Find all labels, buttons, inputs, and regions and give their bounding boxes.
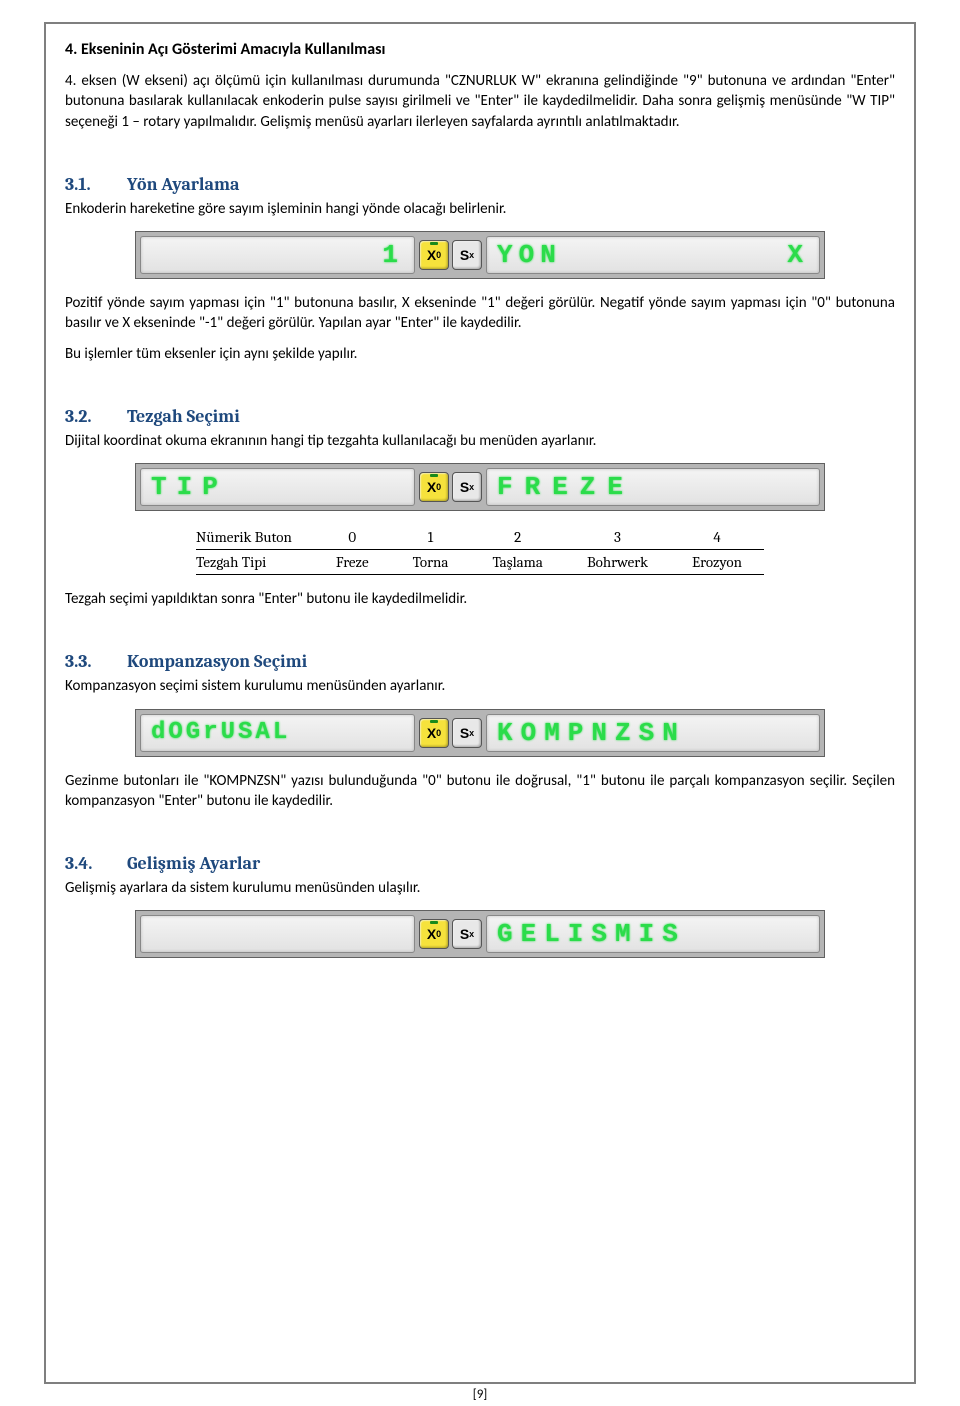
lcd-left-text: dOGrUSAL	[151, 719, 290, 746]
led-icon	[430, 474, 438, 477]
lcd-buttons: X0 Sx	[419, 472, 482, 502]
table-cell: 1	[391, 525, 471, 550]
lcd-panel-tip: TIP X0 Sx FREZE	[135, 463, 825, 511]
lcd-left-text: TIP	[151, 472, 228, 502]
lcd-panel-gelismis: X0 Sx GELISMIS	[135, 910, 825, 958]
table-header-numerik: Nümerik Buton	[196, 525, 314, 550]
s32-after: Tezgah seçimi yapıldıktan sonra "Enter" …	[65, 589, 895, 609]
heading-3-1-title: Yön Ayarlama	[127, 174, 239, 195]
lcd-right-text-right: X	[787, 240, 809, 270]
table-cell: 4	[670, 525, 764, 550]
led-icon	[430, 242, 438, 245]
table-cell: Freze	[314, 550, 391, 575]
lcd-right-yon: YON X	[486, 236, 820, 274]
lcd-buttons: X0 Sx	[419, 919, 482, 949]
sx-button[interactable]: Sx	[452, 718, 482, 748]
lcd-left-dogrusal: dOGrUSAL	[140, 714, 415, 752]
s32-lead: Dijital koordinat okuma ekranının hangi …	[65, 431, 895, 451]
lcd-right-gelismis: GELISMIS	[486, 915, 820, 953]
page-title: 4. Ekseninin Açı Gösterimi Amacıyla Kull…	[65, 40, 895, 59]
table-cell: Erozyon	[670, 550, 764, 575]
sx-button[interactable]: Sx	[452, 472, 482, 502]
lcd-panel-kompnzsn: dOGrUSAL X0 Sx KOMPNZSN	[135, 709, 825, 757]
tezgah-table: Nümerik Buton 0 1 2 3 4 Tezgah Tipi Frez…	[196, 525, 764, 575]
lcd-right-text: KOMPNZSN	[497, 718, 686, 748]
lcd-right-tip: FREZE	[486, 468, 820, 506]
s33-after: Gezinme butonları ile "KOMPNZSN" yazısı …	[65, 771, 895, 812]
lcd-buttons: X0 Sx	[419, 240, 482, 270]
s31-para2: Pozitif yönde sayım yapması için "1" but…	[65, 293, 895, 334]
lcd-left-text: 1	[382, 240, 404, 270]
lcd-right-kompnzsn: KOMPNZSN	[486, 714, 820, 752]
led-icon	[430, 921, 438, 924]
table-cell: 0	[314, 525, 391, 550]
page-number: [9]	[473, 1387, 488, 1402]
heading-3-3-title: Kompanzasyon Seçimi	[127, 651, 307, 672]
table-cell: 2	[470, 525, 564, 550]
heading-3-2: 3.2.Tezgah Seçimi	[65, 406, 895, 427]
table-cell: Taşlama	[470, 550, 564, 575]
s34-lead: Gelişmiş ayarlara da sistem kurulumu men…	[65, 878, 895, 898]
sx-button[interactable]: Sx	[452, 240, 482, 270]
s33-lead: Kompanzasyon seçimi sistem kurulumu menü…	[65, 676, 895, 696]
sx-button[interactable]: Sx	[452, 919, 482, 949]
s31-lead: Enkoderin hareketine göre sayım işlemini…	[65, 199, 895, 219]
table-cell: Bohrwerk	[565, 550, 670, 575]
intro-paragraph: 4. eksen (W ekseni) açı ölçümü için kull…	[65, 71, 895, 132]
table-row: Nümerik Buton 0 1 2 3 4	[196, 525, 764, 550]
lcd-left-gelismis	[140, 915, 415, 953]
table-cell: Torna	[391, 550, 471, 575]
heading-3-4: 3.4.Gelişmiş Ayarlar	[65, 853, 895, 874]
lcd-left-yon: 1	[140, 236, 415, 274]
heading-3-1-num: 3.1.	[65, 174, 127, 195]
heading-3-2-title: Tezgah Seçimi	[127, 406, 240, 427]
heading-3-3: 3.3.Kompanzasyon Seçimi	[65, 651, 895, 672]
led-icon	[430, 720, 438, 723]
table-header-tezgah: Tezgah Tipi	[196, 550, 314, 575]
heading-3-4-title: Gelişmiş Ayarlar	[127, 853, 260, 874]
s31-para3: Bu işlemler tüm eksenler için aynı şekil…	[65, 344, 895, 364]
table-cell: 3	[565, 525, 670, 550]
table-row: Tezgah Tipi Freze Torna Taşlama Bohrwerk…	[196, 550, 764, 575]
page-content: 4. Ekseninin Açı Gösterimi Amacıyla Kull…	[65, 40, 895, 958]
heading-3-4-num: 3.4.	[65, 853, 127, 874]
lcd-panel-yon: 1 X0 Sx YON X	[135, 231, 825, 279]
lcd-right-text: GELISMIS	[497, 919, 686, 949]
heading-3-3-num: 3.3.	[65, 651, 127, 672]
heading-3-1: 3.1.Yön Ayarlama	[65, 174, 895, 195]
lcd-right-text-left: YON	[497, 240, 562, 270]
lcd-left-tip: TIP	[140, 468, 415, 506]
lcd-buttons: X0 Sx	[419, 718, 482, 748]
lcd-right-text: FREZE	[497, 472, 635, 502]
heading-3-2-num: 3.2.	[65, 406, 127, 427]
